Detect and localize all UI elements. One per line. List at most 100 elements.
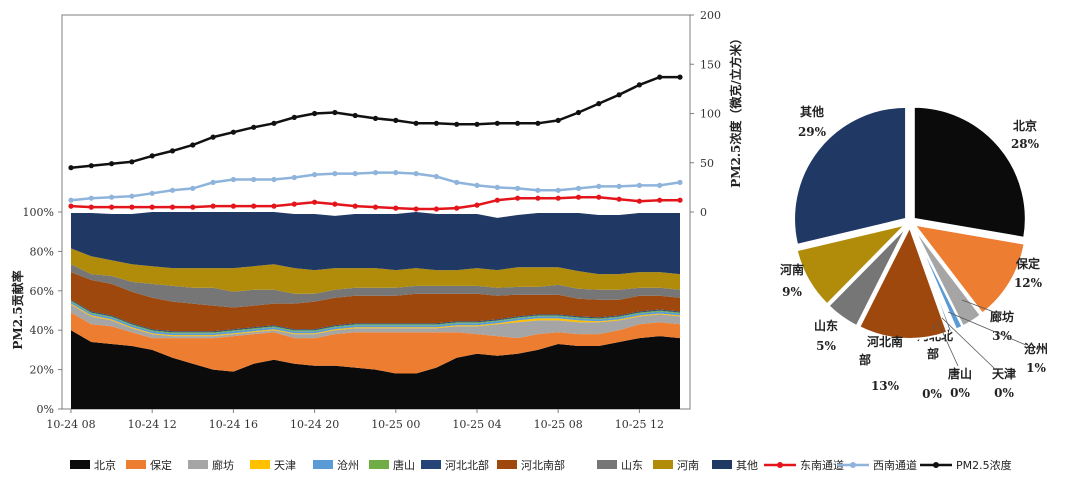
area-1 — [71, 312, 680, 374]
legend-label: 东南通道 — [800, 458, 844, 472]
legend-label: 沧州 — [337, 458, 359, 472]
area-8 — [71, 264, 680, 308]
line-point-0 — [190, 142, 196, 148]
line-point-0 — [393, 117, 399, 123]
right-tick-label: 100 — [700, 108, 721, 121]
line-series-0 — [70, 75, 680, 169]
legend-item-12: 西南通道 — [837, 458, 917, 472]
legend-item-8: 山东 — [597, 459, 643, 472]
pie-slice-8 — [827, 225, 908, 328]
x-tick-label: 10-24 20 — [290, 418, 339, 431]
line-point-0 — [433, 120, 439, 126]
line-point-1 — [393, 170, 399, 176]
legend-item-6: 河北北部 — [421, 458, 489, 472]
line-point-2 — [129, 204, 135, 210]
pie-label-value: 3% — [992, 329, 1012, 343]
line-point-0 — [332, 109, 338, 116]
line-point-2 — [657, 197, 663, 203]
legend-swatch — [421, 460, 441, 469]
line-point-1 — [657, 182, 663, 188]
legend-label: 天津 — [274, 459, 296, 472]
pie-label-name: 廊坊 — [990, 309, 1014, 324]
line-point-2 — [312, 199, 318, 205]
left-tick-label: 40% — [30, 324, 54, 337]
line-point-1 — [555, 187, 561, 193]
left-tick-label: 80% — [30, 245, 54, 258]
line-point-2 — [494, 197, 500, 203]
line-point-2 — [575, 194, 582, 200]
pie-label-value: 13% — [871, 379, 900, 393]
line-point-2 — [677, 197, 683, 203]
legend-item-1: 保定 — [126, 458, 172, 472]
x-tick-label: 10-25 08 — [534, 418, 583, 431]
line-point-2 — [616, 196, 622, 202]
line-point-1 — [312, 172, 318, 178]
x-tick-label: 10-25 12 — [615, 418, 664, 431]
pie-label-value: 0% — [950, 386, 970, 400]
pie-leader-line — [961, 299, 995, 313]
plot-area: 0% 20% 40% 60% 80% 100% PM2.5贡献率 0 50 100 150 200 PM… — [10, 9, 743, 431]
pie-chart: 北京28%保定12%廊坊3%沧州1%天津0%唐山0%河北北部0%河北南部13%山… — [779, 104, 1048, 401]
line-point-0 — [657, 74, 663, 80]
pie-label-value: 5% — [816, 339, 836, 353]
pie-label-value: 1% — [1026, 361, 1046, 375]
line-point-0 — [474, 121, 480, 127]
pie-slice-6 — [910, 226, 954, 334]
legend-label: 西南通道 — [873, 458, 917, 472]
legend-marker — [933, 462, 939, 468]
right-tick-label: 200 — [700, 9, 721, 22]
line-point-1 — [149, 190, 155, 196]
pie-leader-line — [947, 311, 1027, 346]
line-point-2 — [149, 204, 155, 210]
pie-label-name: 沧州 — [1024, 341, 1048, 356]
pie-label-name: 其他 — [800, 104, 824, 119]
line-point-1 — [494, 184, 500, 190]
pie-leader-line — [937, 321, 959, 367]
area-2 — [71, 304, 680, 339]
pie-label-value: 0% — [994, 386, 1014, 400]
legend-swatch — [250, 460, 270, 469]
line-point-1 — [68, 197, 74, 203]
line-point-1 — [251, 176, 257, 183]
legend-item-2: 廊坊 — [188, 458, 234, 472]
line-point-0 — [291, 114, 297, 120]
legend-item-4: 沧州 — [313, 458, 359, 472]
legend-marker — [777, 462, 783, 468]
pie-slice-10 — [793, 105, 908, 247]
line-point-1 — [596, 183, 602, 189]
x-tick-label: 10-24 16 — [209, 418, 258, 431]
pie-leader-line — [941, 317, 997, 371]
line-point-0 — [230, 129, 236, 135]
line-point-1 — [230, 176, 236, 183]
line-point-1 — [372, 170, 379, 176]
line-point-1 — [515, 185, 521, 191]
legend-swatch — [126, 460, 146, 469]
line-point-2 — [332, 201, 338, 207]
pie-slice-9 — [795, 222, 909, 306]
line-point-0 — [535, 120, 541, 126]
line-point-0 — [575, 109, 582, 116]
x-tick-label: 10-24 12 — [128, 418, 177, 431]
pie-label-value: 12% — [1014, 276, 1043, 290]
line-point-0 — [596, 101, 602, 107]
legend-swatch — [369, 460, 389, 469]
legend: 北京 保定 廊坊 天津 沧州 唐山 河北北部 河北南部 山东 河南 其他 东南通道 西南通道 PM2.5浓… — [70, 458, 1012, 472]
legend-label: 唐山 — [393, 458, 415, 472]
legend-label: 河北北部 — [445, 458, 489, 472]
legend-swatch — [188, 460, 208, 469]
line-point-2 — [474, 202, 480, 208]
legend-item-11: 东南通道 — [764, 458, 844, 472]
line-point-2 — [555, 195, 561, 201]
line-point-0 — [88, 163, 94, 169]
pie-label-name: 保定 — [1015, 256, 1040, 271]
legend-item-13: PM2.5浓度 — [920, 458, 1012, 472]
area-4 — [71, 301, 680, 336]
pie-label-name: 山东 — [814, 318, 838, 333]
area-10 — [71, 212, 680, 275]
line-point-0 — [251, 124, 257, 130]
legend-item-9: 河南 — [653, 459, 699, 472]
area-9 — [71, 248, 680, 294]
line-point-0 — [210, 134, 216, 140]
line-point-2 — [636, 198, 643, 204]
area-7 — [71, 272, 680, 332]
